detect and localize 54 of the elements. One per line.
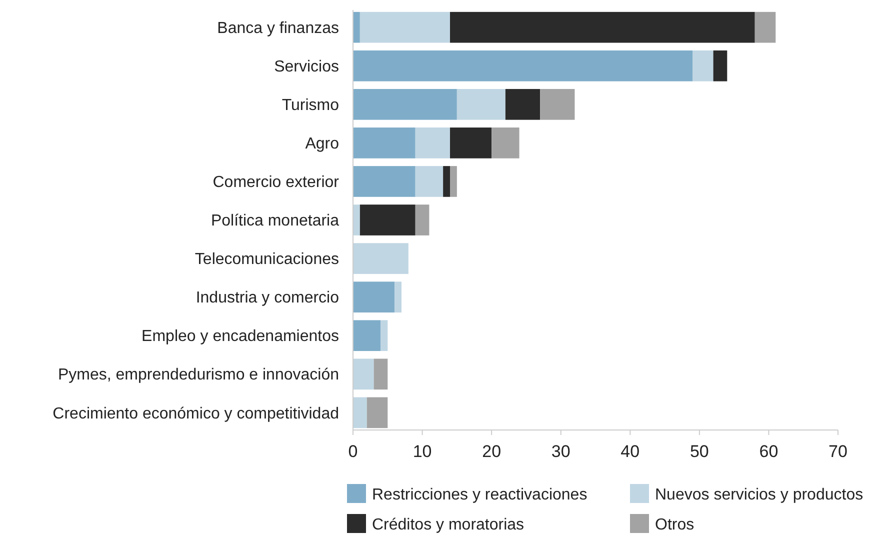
bar xyxy=(505,88,540,120)
bar xyxy=(450,12,755,43)
x-tick-label: 70 xyxy=(828,442,848,461)
bar xyxy=(360,204,416,236)
y-tick-label: Crecimiento económico y competitividad xyxy=(52,405,339,422)
bar xyxy=(380,320,388,352)
x-tick-label: 40 xyxy=(620,442,640,461)
legend-label: Créditos y moratorias xyxy=(372,516,524,534)
y-tick-label: Banca y finanzas xyxy=(217,20,339,37)
x-tick-label: 50 xyxy=(690,442,709,461)
y-tick-label: Agro xyxy=(305,136,340,153)
bar xyxy=(450,166,457,197)
bar xyxy=(353,128,416,158)
x-tick-label: 20 xyxy=(482,442,502,461)
bar xyxy=(353,88,457,120)
legend-label: Otros xyxy=(655,516,694,534)
bar xyxy=(754,12,776,43)
bar xyxy=(366,397,388,428)
bar xyxy=(415,128,450,158)
bar xyxy=(353,204,360,236)
bar xyxy=(394,282,402,312)
legend-label: Restricciones y reactivaciones xyxy=(372,486,588,504)
bar xyxy=(353,358,374,390)
x-tick-label: 60 xyxy=(759,442,778,461)
bar xyxy=(415,166,444,197)
bar xyxy=(450,128,492,158)
bar xyxy=(353,166,416,197)
bar xyxy=(353,243,408,274)
bar xyxy=(443,166,450,197)
bar xyxy=(353,282,395,312)
bar xyxy=(353,50,692,82)
y-tick-label: Servicios xyxy=(274,58,339,76)
bar xyxy=(353,12,360,43)
bar xyxy=(353,397,367,428)
bar xyxy=(360,12,450,43)
bar xyxy=(374,358,388,390)
x-tick-label: 0 xyxy=(348,442,358,461)
y-tick-label: Telecomunicaciones xyxy=(194,251,339,268)
bar xyxy=(492,128,520,158)
y-tick-label: Comercio exterior xyxy=(212,174,340,192)
bar xyxy=(353,320,381,352)
y-tick-label: Política monetaria xyxy=(210,212,340,230)
legend-label: Nuevos servicios y productos xyxy=(655,486,864,504)
bar xyxy=(540,88,575,120)
bar xyxy=(692,50,714,82)
bar xyxy=(456,88,506,120)
bar xyxy=(415,204,430,236)
x-tick-label: 10 xyxy=(412,442,432,461)
bar xyxy=(713,50,728,82)
x-tick-label: 30 xyxy=(551,442,570,461)
y-tick-label: Empleo y encadenamientos xyxy=(142,328,339,346)
y-tick-label: Turismo xyxy=(282,97,340,114)
y-tick-label: Industria y comercio xyxy=(196,290,340,307)
y-tick-label: Pymes, emprendedurismo e innovación xyxy=(58,366,339,384)
